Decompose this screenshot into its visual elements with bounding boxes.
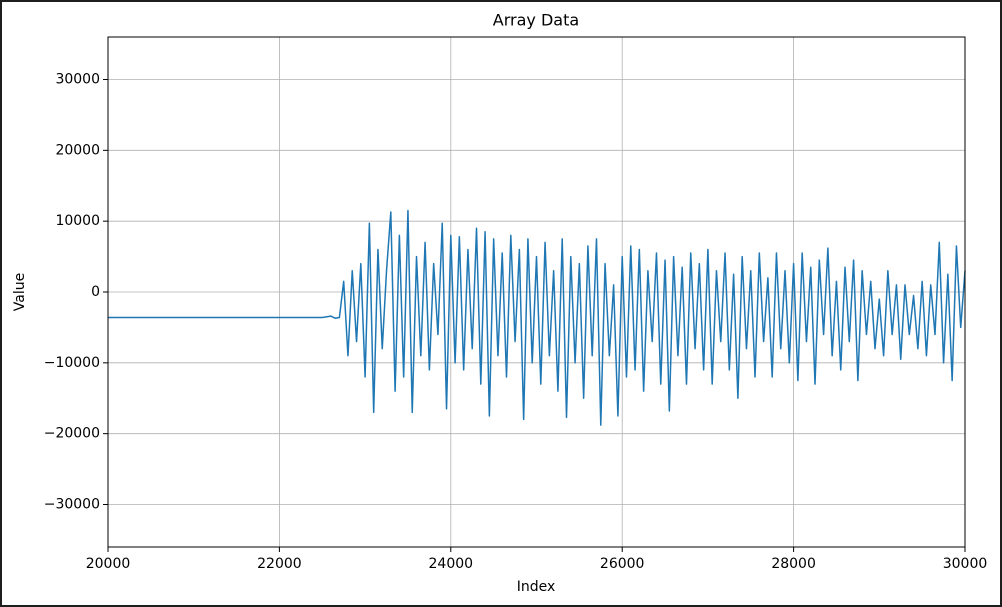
x-tick-label: 22000: [257, 556, 302, 572]
data-line: [108, 209, 966, 426]
y-axis-label: Value: [12, 273, 28, 311]
x-tick-label: 28000: [771, 556, 816, 572]
y-tick-label: 10000: [55, 213, 100, 229]
x-tick-label: 30000: [943, 556, 988, 572]
y-tick-label: −10000: [44, 355, 100, 371]
x-tick-label: 26000: [600, 556, 645, 572]
y-tick-label: 30000: [55, 72, 100, 88]
x-tick-label: 20000: [86, 556, 131, 572]
y-tick-label: 20000: [55, 142, 100, 158]
chart-title: Array Data: [493, 11, 579, 30]
y-tick-label: 0: [91, 284, 100, 300]
plot-area: [107, 36, 966, 548]
y-tick-label: −20000: [44, 426, 100, 442]
x-axis-label: Index: [517, 579, 556, 595]
y-tick-label: −30000: [44, 497, 100, 513]
x-tick-label: 24000: [429, 556, 474, 572]
